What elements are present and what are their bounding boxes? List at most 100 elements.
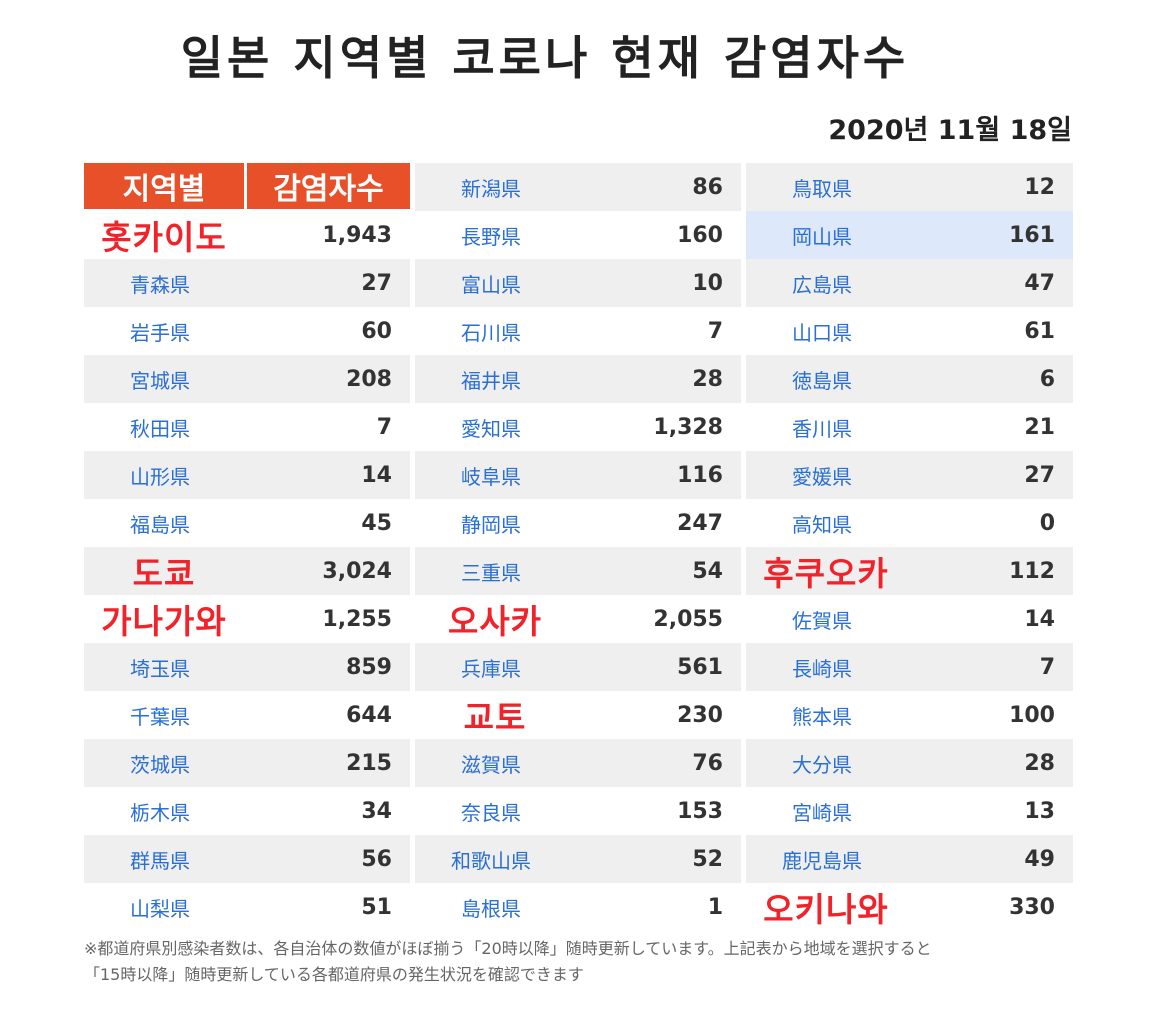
table-row[interactable]: 栃木県 34 bbox=[84, 787, 410, 835]
table-row[interactable]: 香川県 21 bbox=[746, 403, 1073, 451]
table-row[interactable]: 長野県 160 bbox=[415, 211, 741, 259]
region-name[interactable]: 岐阜県 bbox=[461, 464, 521, 489]
table-row[interactable]: 홋카이도 1,943 bbox=[84, 211, 410, 259]
case-count: 34 bbox=[361, 798, 392, 824]
table-row[interactable]: 교토 230 bbox=[415, 691, 741, 739]
region-name[interactable]: 和歌山県 bbox=[451, 848, 531, 873]
case-count: 28 bbox=[692, 366, 723, 392]
region-name[interactable]: 佐賀県 bbox=[792, 608, 852, 633]
table-row[interactable]: 山口県 61 bbox=[746, 307, 1073, 355]
region-name[interactable]: 兵庫県 bbox=[461, 656, 521, 681]
table-row[interactable]: 가나가와 1,255 bbox=[84, 595, 410, 643]
region-name[interactable]: 山形県 bbox=[130, 464, 190, 489]
table-row[interactable]: 千葉県 644 bbox=[84, 691, 410, 739]
table-row[interactable]: 兵庫県 561 bbox=[415, 643, 741, 691]
case-count: 51 bbox=[361, 894, 392, 920]
region-name[interactable]: 鹿児島県 bbox=[782, 848, 862, 873]
region-name[interactable]: 愛媛県 bbox=[792, 464, 852, 489]
table-row[interactable]: 오키나와 330 bbox=[746, 883, 1073, 931]
table-row[interactable]: 奈良県 153 bbox=[415, 787, 741, 835]
table-row[interactable]: 秋田県 7 bbox=[84, 403, 410, 451]
table-row[interactable]: 鳥取県 12 bbox=[746, 163, 1073, 211]
table-row[interactable]: 岡山県 161 bbox=[746, 211, 1073, 259]
region-name[interactable]: 島根県 bbox=[461, 896, 521, 921]
table-row[interactable]: 후쿠오카 112 bbox=[746, 547, 1073, 595]
table-row[interactable]: 岐阜県 116 bbox=[415, 451, 741, 499]
table-row[interactable]: 群馬県 56 bbox=[84, 835, 410, 883]
region-name[interactable]: 群馬県 bbox=[130, 848, 190, 873]
region-name[interactable]: 香川県 bbox=[792, 416, 852, 441]
table-row[interactable]: 大分県 28 bbox=[746, 739, 1073, 787]
region-name[interactable]: 青森県 bbox=[130, 272, 190, 297]
region-name[interactable]: 福島県 bbox=[130, 512, 190, 537]
region-name[interactable]: 栃木県 bbox=[130, 800, 190, 825]
case-count: 1,255 bbox=[322, 606, 392, 632]
region-name[interactable]: 長崎県 bbox=[792, 656, 852, 681]
table-row[interactable]: 和歌山県 52 bbox=[415, 835, 741, 883]
table-row[interactable]: 愛媛県 27 bbox=[746, 451, 1073, 499]
region-name[interactable]: 宮城県 bbox=[130, 368, 190, 393]
region-name[interactable]: 山口県 bbox=[792, 320, 852, 345]
region-name[interactable]: 新潟県 bbox=[461, 176, 521, 201]
region-name[interactable]: 岩手県 bbox=[130, 320, 190, 345]
table-row[interactable]: 岩手県 60 bbox=[84, 307, 410, 355]
table-row[interactable]: 新潟県 86 bbox=[415, 163, 741, 211]
table-header: 지역별 감염자수 bbox=[84, 163, 410, 211]
table-row[interactable]: 熊本県 100 bbox=[746, 691, 1073, 739]
case-count: 27 bbox=[361, 270, 392, 296]
table-row[interactable]: 山形県 14 bbox=[84, 451, 410, 499]
table-row[interactable]: 三重県 54 bbox=[415, 547, 741, 595]
region-name[interactable]: 静岡県 bbox=[461, 512, 521, 537]
table-row[interactable]: 宮城県 208 bbox=[84, 355, 410, 403]
table-row[interactable]: 高知県 0 bbox=[746, 499, 1073, 547]
region-name[interactable]: 大分県 bbox=[792, 752, 852, 777]
table-row[interactable]: 埼玉県 859 bbox=[84, 643, 410, 691]
region-name[interactable]: 奈良県 bbox=[461, 800, 521, 825]
region-name[interactable]: 福井県 bbox=[461, 368, 521, 393]
table-row[interactable]: 福島県 45 bbox=[84, 499, 410, 547]
table-row[interactable]: 福井県 28 bbox=[415, 355, 741, 403]
table-row[interactable]: 山梨県 51 bbox=[84, 883, 410, 931]
table-column-1: 지역별 감염자수 홋카이도 1,943 青森県 27 岩手県 60 宮城県 208 秋田県 7 山形… bbox=[84, 163, 410, 931]
region-name[interactable]: 岡山県 bbox=[792, 224, 852, 249]
region-name: 오사카 bbox=[447, 602, 543, 641]
region-name[interactable]: 石川県 bbox=[461, 320, 521, 345]
table-row[interactable]: 오사카 2,055 bbox=[415, 595, 741, 643]
region-name[interactable]: 鳥取県 bbox=[792, 176, 852, 201]
table-row[interactable]: 長崎県 7 bbox=[746, 643, 1073, 691]
region-name[interactable]: 富山県 bbox=[461, 272, 521, 297]
region-name[interactable]: 滋賀県 bbox=[461, 752, 521, 777]
region-name[interactable]: 長野県 bbox=[461, 224, 521, 249]
region-name[interactable]: 高知県 bbox=[792, 512, 852, 537]
table-row[interactable]: 富山県 10 bbox=[415, 259, 741, 307]
region-name[interactable]: 愛知県 bbox=[461, 416, 521, 441]
table-row[interactable]: 茨城県 215 bbox=[84, 739, 410, 787]
table-row[interactable]: 青森県 27 bbox=[84, 259, 410, 307]
table-row[interactable]: 宮崎県 13 bbox=[746, 787, 1073, 835]
table-row[interactable]: 도쿄 3,024 bbox=[84, 547, 410, 595]
region-name[interactable]: 埼玉県 bbox=[130, 656, 190, 681]
region-name[interactable]: 千葉県 bbox=[130, 704, 190, 729]
region-name[interactable]: 宮崎県 bbox=[792, 800, 852, 825]
table-row[interactable]: 滋賀県 76 bbox=[415, 739, 741, 787]
case-count: 21 bbox=[1024, 414, 1055, 440]
region-name[interactable]: 秋田県 bbox=[130, 416, 190, 441]
table-row[interactable]: 島根県 1 bbox=[415, 883, 741, 931]
table-row[interactable]: 静岡県 247 bbox=[415, 499, 741, 547]
case-count: 52 bbox=[692, 846, 723, 872]
region-name[interactable]: 広島県 bbox=[792, 272, 852, 297]
table-row[interactable]: 鹿児島県 49 bbox=[746, 835, 1073, 883]
region-name[interactable]: 徳島県 bbox=[792, 368, 852, 393]
region-name[interactable]: 三重県 bbox=[461, 560, 521, 585]
table-row[interactable]: 徳島県 6 bbox=[746, 355, 1073, 403]
case-count: 45 bbox=[361, 510, 392, 536]
case-count: 56 bbox=[361, 846, 392, 872]
region-name[interactable]: 山梨県 bbox=[130, 896, 190, 921]
table-row[interactable]: 石川県 7 bbox=[415, 307, 741, 355]
region-name[interactable]: 熊本県 bbox=[792, 704, 852, 729]
table-row[interactable]: 愛知県 1,328 bbox=[415, 403, 741, 451]
case-count: 230 bbox=[677, 702, 723, 728]
table-row[interactable]: 佐賀県 14 bbox=[746, 595, 1073, 643]
region-name[interactable]: 茨城県 bbox=[130, 752, 190, 777]
table-row[interactable]: 広島県 47 bbox=[746, 259, 1073, 307]
